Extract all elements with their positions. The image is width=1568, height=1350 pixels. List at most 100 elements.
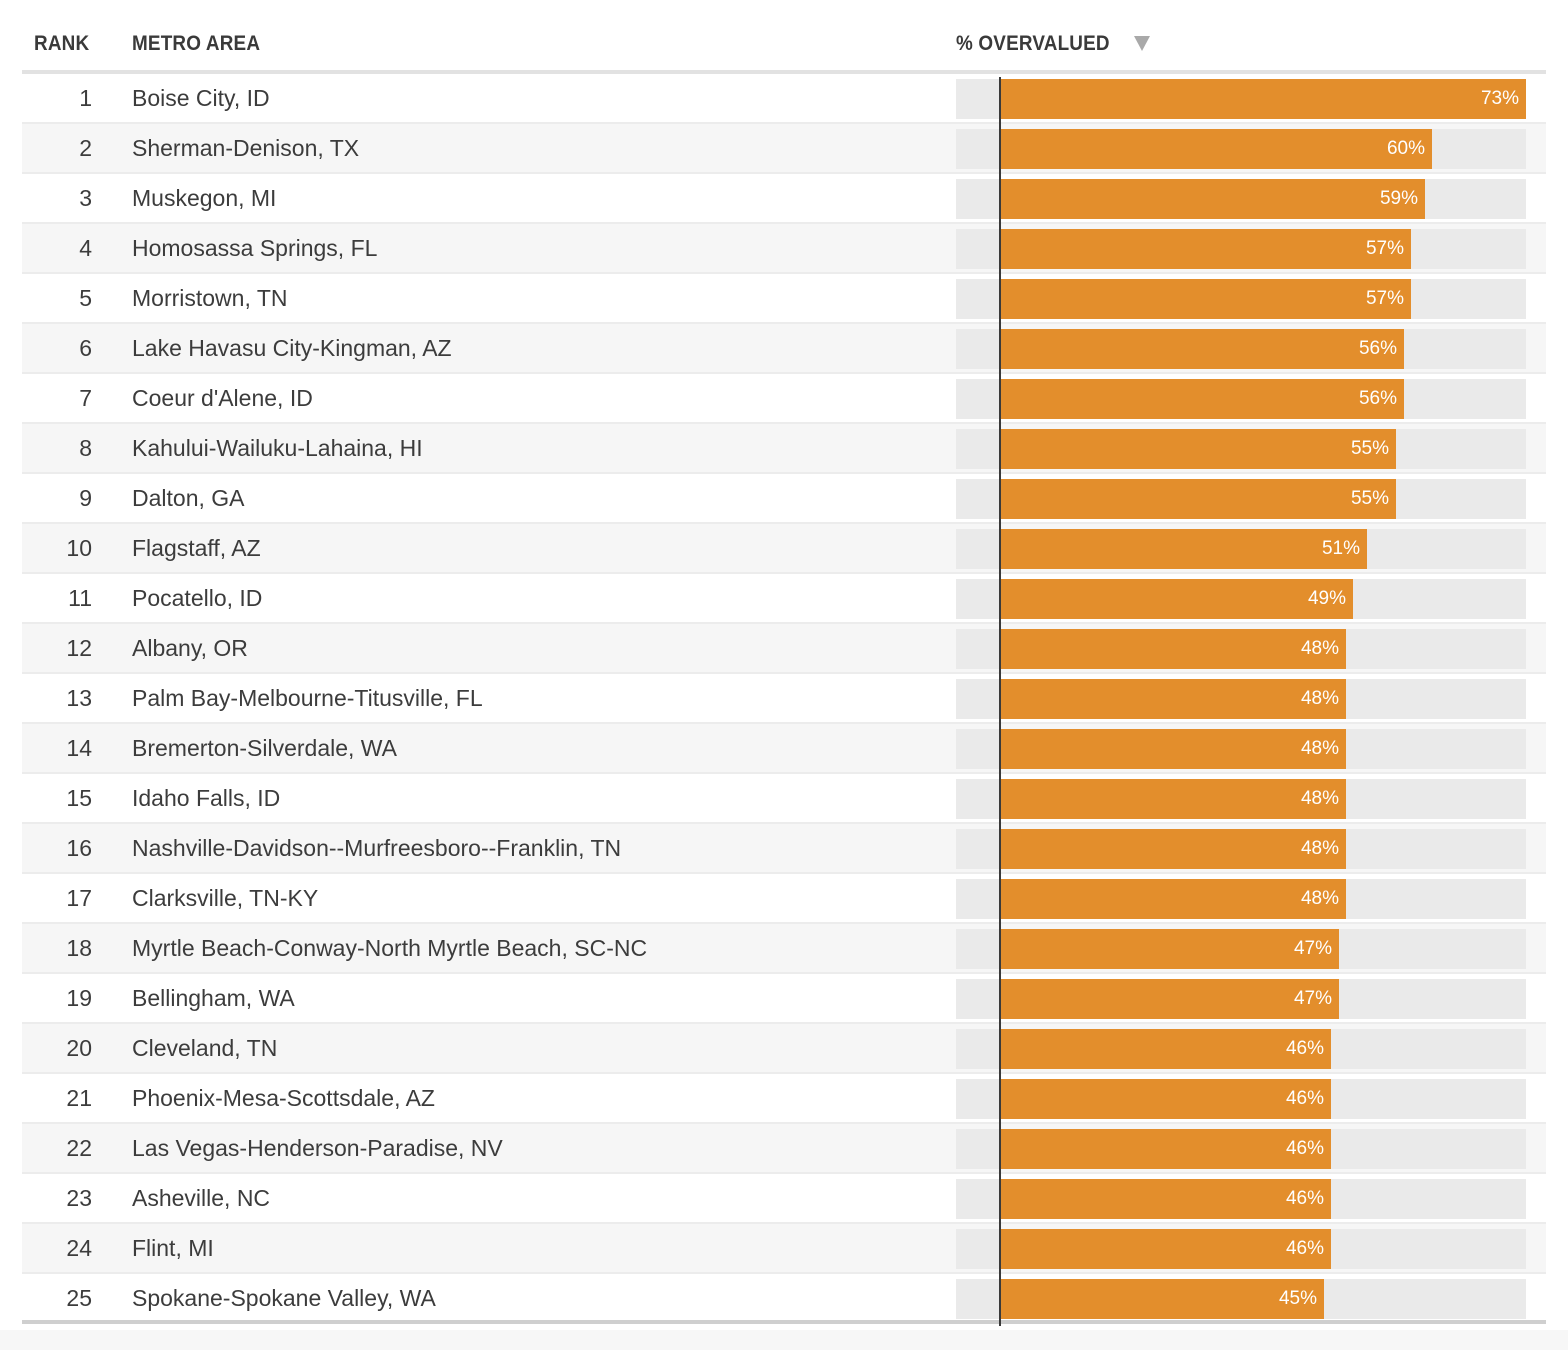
overvalued-bar: 56% [1000,379,1404,419]
rank-cell: 14 [66,735,92,761]
metro-area-cell: Flint, MI [132,1235,214,1261]
bar-value-label: 56% [1358,338,1397,359]
table-row: 6 Lake Havasu City-Kingman, AZ 56% [22,324,1546,374]
rank-cell: 16 [66,835,92,861]
metro-area-cell: Flagstaff, AZ [132,535,261,561]
overvalued-bar: 59% [1000,179,1425,219]
rank-cell: 3 [79,185,92,211]
bar-track: 57% [956,279,1526,319]
bar-value-label: 47% [1293,988,1332,1009]
overvalued-bar: 45% [1000,1279,1324,1319]
table-row: 12 Albany, OR 48% [22,624,1546,674]
overvalued-bar: 46% [1000,1029,1331,1069]
overvalued-bar: 56% [1000,329,1404,369]
bar-value-label: 48% [1300,738,1339,759]
bar-value-label: 60% [1386,138,1425,159]
table-row: 1 Boise City, ID 73% [22,74,1546,124]
bar-track: 48% [956,879,1526,919]
rank-cell: 4 [79,235,92,261]
rank-cell: 25 [66,1285,92,1311]
table-row: 5 Morristown, TN 57% [22,274,1546,324]
rank-column-header[interactable]: RANK [34,32,90,55]
table-row: 14 Bremerton-Silverdale, WA 48% [22,724,1546,774]
sort-descending-icon[interactable] [1134,36,1150,51]
overvalued-bar: 48% [1000,729,1346,769]
overvalued-bar: 48% [1000,779,1346,819]
table-body: 1 Boise City, ID 73% 2 Sherman-Denison, TX 60… [22,74,1546,1324]
bar-value-label: 48% [1300,638,1339,659]
bar-track: 48% [956,729,1526,769]
metro-area-cell: Bremerton-Silverdale, WA [132,735,398,761]
bar-value-label: 56% [1358,388,1397,409]
metro-area-column-header[interactable]: METRO AREA [132,32,261,55]
metro-area-cell: Asheville, NC [132,1185,271,1211]
bar-baseline-axis [999,77,1001,1326]
table-row: 18 Myrtle Beach-Conway-North Myrtle Beach… [22,924,1546,974]
rank-cell: 18 [66,935,92,961]
metro-area-cell: Homosassa Springs, FL [132,235,378,261]
bar-track: 56% [956,379,1526,419]
bar-track: 46% [956,1029,1526,1069]
rank-cell: 5 [79,285,92,311]
bar-value-label: 73% [1480,88,1519,109]
rank-cell: 13 [66,685,92,711]
bar-track: 48% [956,629,1526,669]
overvalued-table: RANK METRO AREA % OVERVALUED 1 Boise City… [22,0,1546,1324]
bar-track: 46% [956,1179,1526,1219]
bar-value-label: 49% [1307,588,1346,609]
bar-track: 49% [956,579,1526,619]
metro-area-cell: Spokane-Spokane Valley, WA [132,1285,436,1311]
bar-value-label: 48% [1300,838,1339,859]
bar-track: 48% [956,679,1526,719]
bar-value-label: 47% [1293,938,1332,959]
metro-area-cell: Clarksville, TN-KY [132,885,319,911]
table-row: 16 Nashville-Davidson--Murfreesboro--Fran… [22,824,1546,874]
bar-track: 60% [956,129,1526,169]
rank-cell: 9 [79,485,92,511]
footer-strip [0,1330,1568,1350]
rank-cell: 21 [66,1085,92,1111]
overvalued-bar: 46% [1000,1229,1331,1269]
table-row: 22 Las Vegas-Henderson-Paradise, NV 46% [22,1124,1546,1174]
metro-area-cell: Cleveland, TN [132,1035,278,1061]
bar-track: 46% [956,1129,1526,1169]
overvalued-bar: 48% [1000,879,1346,919]
overvalued-bar: 46% [1000,1179,1331,1219]
rank-cell: 15 [66,785,92,811]
overvalued-bar: 47% [1000,979,1339,1019]
bar-track: 48% [956,829,1526,869]
metro-area-cell: Las Vegas-Henderson-Paradise, NV [132,1135,503,1161]
rank-cell: 17 [66,885,92,911]
overvalued-bar: 48% [1000,629,1346,669]
table-row: 20 Cleveland, TN 46% [22,1024,1546,1074]
rank-cell: 12 [66,635,92,661]
table-row: 7 Coeur d'Alene, ID 56% [22,374,1546,424]
table-row: 11 Pocatello, ID 49% [22,574,1546,624]
overvalued-column-header[interactable]: % OVERVALUED [956,32,1110,55]
metro-area-cell: Nashville-Davidson--Murfreesboro--Frankl… [132,835,622,861]
table-row: 19 Bellingham, WA 47% [22,974,1546,1024]
table-row: 8 Kahului-Wailuku-Lahaina, HI 55% [22,424,1546,474]
table-row: 3 Muskegon, MI 59% [22,174,1546,224]
bar-track: 46% [956,1229,1526,1269]
bar-track: 55% [956,479,1526,519]
table-row: 24 Flint, MI 46% [22,1224,1546,1274]
overvalued-bar: 46% [1000,1079,1331,1119]
table-row: 23 Asheville, NC 46% [22,1174,1546,1224]
overvalued-bar: 48% [1000,679,1346,719]
table-row: 9 Dalton, GA 55% [22,474,1546,524]
overvalued-bar: 57% [1000,279,1411,319]
metro-area-cell: Muskegon, MI [132,185,277,211]
bar-track: 55% [956,429,1526,469]
metro-area-cell: Sherman-Denison, TX [132,135,360,161]
table-row: 15 Idaho Falls, ID 48% [22,774,1546,824]
bar-track: 48% [956,779,1526,819]
bar-value-label: 57% [1365,238,1404,259]
bar-value-label: 46% [1285,1188,1324,1209]
bar-track: 56% [956,329,1526,369]
rank-cell: 23 [66,1185,92,1211]
bar-value-label: 45% [1278,1288,1317,1309]
metro-area-cell: Idaho Falls, ID [132,785,281,811]
metro-area-cell: Bellingham, WA [132,985,295,1011]
metro-area-cell: Morristown, TN [132,285,288,311]
